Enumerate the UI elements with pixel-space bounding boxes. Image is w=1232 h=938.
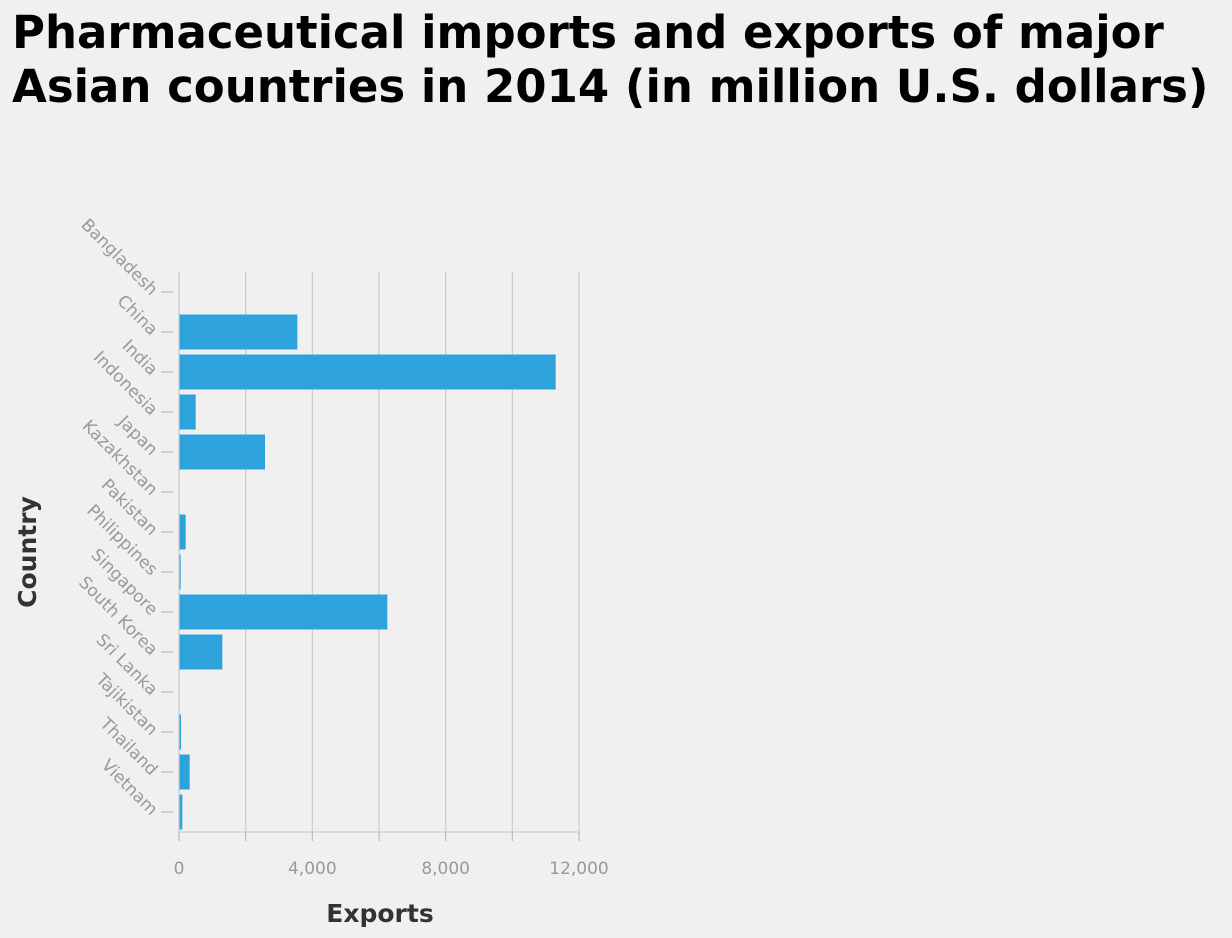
x-tick-label: 4,000: [288, 859, 337, 879]
x-tick-label: 0: [174, 859, 185, 879]
y-axis-title: Country: [13, 496, 42, 608]
bar: [179, 514, 186, 550]
bar: [179, 434, 265, 470]
x-axis-title: Exports: [326, 899, 433, 928]
chart-title: Pharmaceutical imports and exports of ma…: [12, 6, 1209, 113]
y-tick-label: Bangladesh: [77, 215, 162, 300]
bar: [179, 754, 190, 790]
x-tick-label: 12,000: [549, 859, 608, 879]
x-tick-label: 8,000: [421, 859, 470, 879]
axes: 0 4,000 8,000 12,000BangladeshChinaIndiaInd…: [74, 215, 608, 879]
bar: [179, 554, 181, 590]
bar: [179, 794, 183, 830]
bar: [179, 714, 181, 750]
bar: [179, 634, 223, 670]
bar: [179, 594, 388, 630]
bar: [179, 354, 556, 390]
bars: [179, 314, 556, 830]
y-tick-label: China: [113, 291, 161, 339]
bar: [179, 394, 196, 430]
bar: [179, 314, 298, 350]
